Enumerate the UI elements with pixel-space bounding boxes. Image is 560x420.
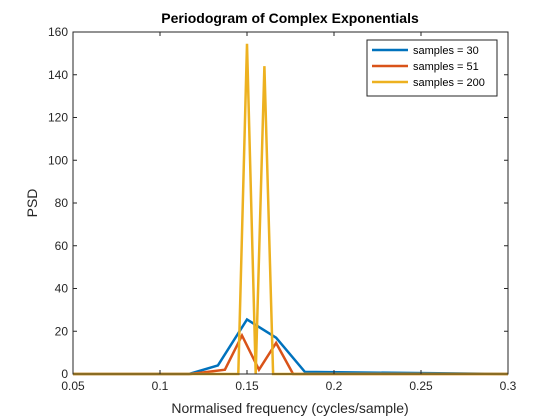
y-tick-label: 60 xyxy=(55,239,69,253)
y-ticks: 0 20 40 60 80 100 120 140 160 xyxy=(48,25,508,381)
y-tick-label: 100 xyxy=(48,153,68,167)
y-tick-label: 140 xyxy=(48,68,68,82)
chart-title: Periodogram of Complex Exponentials xyxy=(161,10,419,26)
legend-label-1: samples = 30 xyxy=(413,45,479,57)
y-axis-label: PSD xyxy=(24,189,40,218)
x-axis-label: Normalised frequency (cycles/sample) xyxy=(171,400,408,416)
x-ticks: 0.05 0.1 0.15 0.2 0.25 0.3 xyxy=(61,32,517,393)
y-tick-label: 120 xyxy=(48,111,68,125)
x-tick-label: 0.2 xyxy=(326,379,343,393)
y-tick-label: 160 xyxy=(48,25,68,39)
x-tick-label: 0.05 xyxy=(61,379,85,393)
x-tick-label: 0.15 xyxy=(235,379,259,393)
x-tick-label: 0.25 xyxy=(409,379,433,393)
legend-label-3: samples = 200 xyxy=(413,77,485,89)
y-tick-label: 0 xyxy=(61,367,68,381)
y-tick-label: 40 xyxy=(55,282,69,296)
y-tick-label: 20 xyxy=(55,324,69,338)
x-tick-label: 0.1 xyxy=(152,379,169,393)
legend-label-2: samples = 51 xyxy=(413,61,479,73)
legend: samples = 30 samples = 51 samples = 200 xyxy=(366,39,498,97)
x-tick-label: 0.3 xyxy=(500,379,517,393)
y-tick-label: 80 xyxy=(55,196,69,210)
